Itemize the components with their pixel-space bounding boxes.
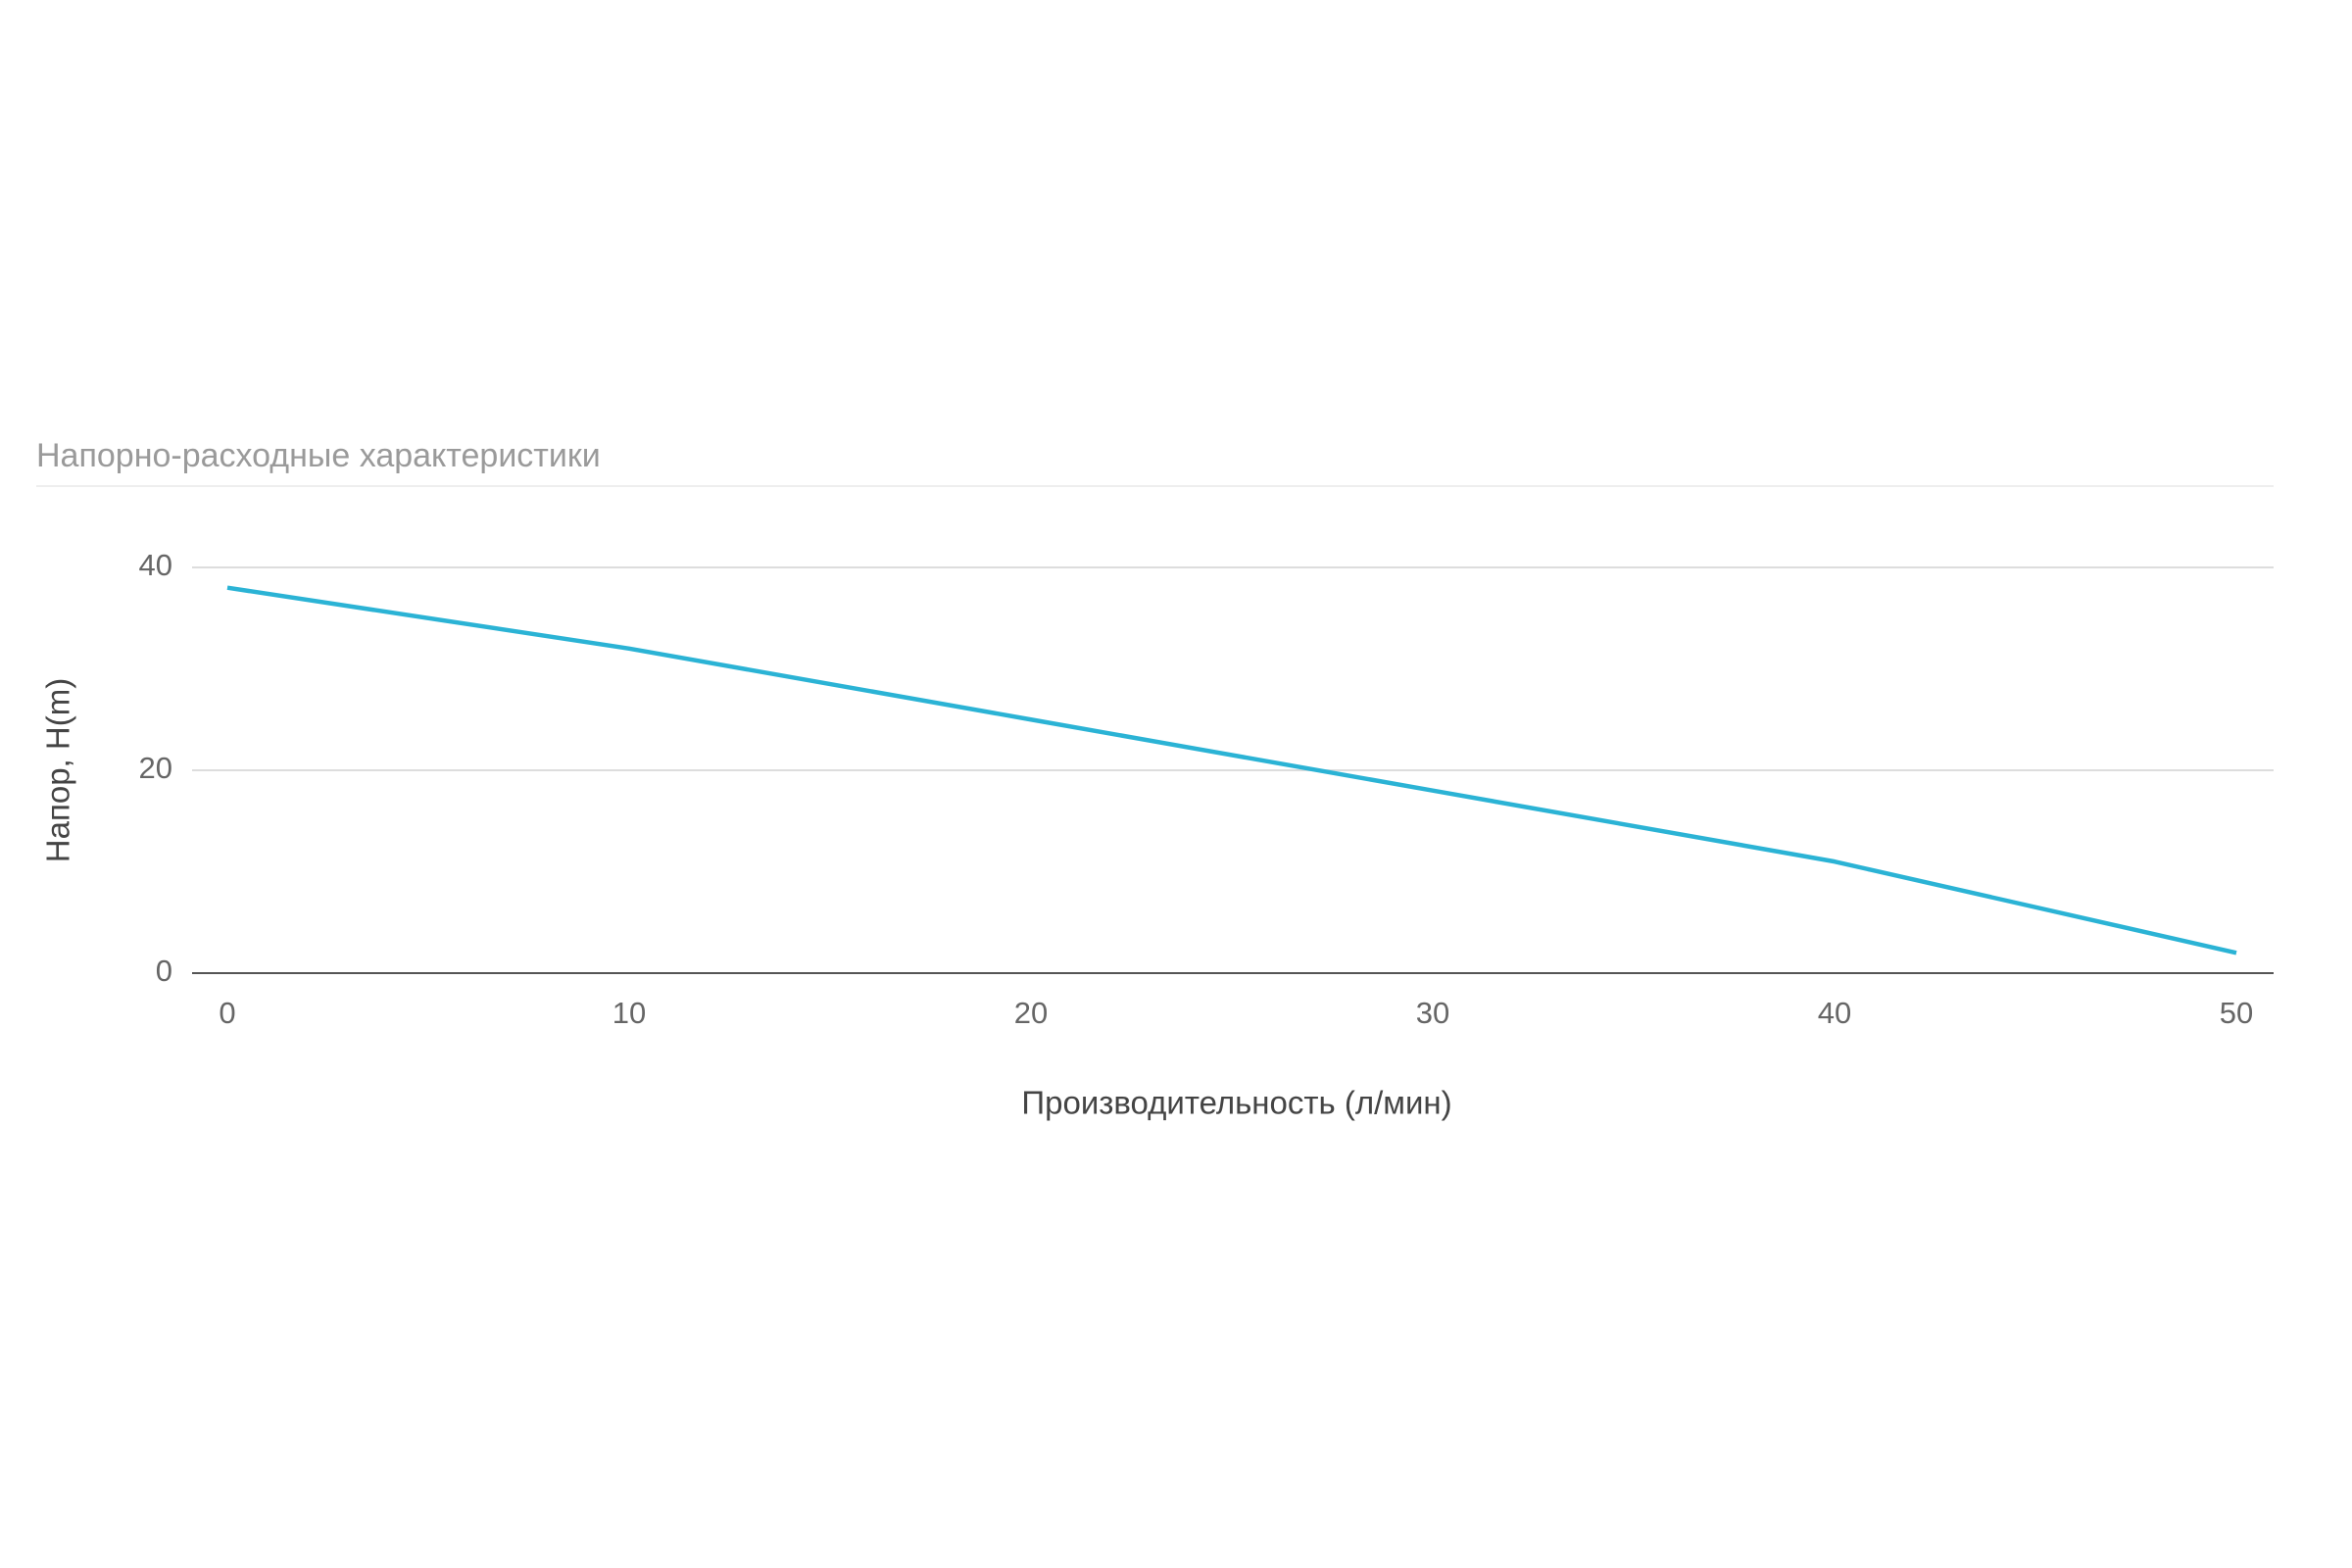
y-tick-label: 20: [139, 751, 172, 785]
x-tick-label: 0: [219, 996, 235, 1030]
y-tick-label: 40: [139, 548, 172, 582]
x-tick-label: 10: [612, 996, 646, 1030]
x-tick-label: 30: [1416, 996, 1449, 1030]
x-tick-label: 50: [2220, 996, 2253, 1030]
y-axis-title: Напор, H(m): [40, 678, 76, 862]
chart-title: Напорно-расходные характеристики: [36, 437, 601, 474]
series-line: [226, 585, 2237, 956]
x-tick-label: 20: [1014, 996, 1048, 1030]
x-axis-title: Производительность (л/мин): [1021, 1085, 1451, 1121]
y-tick-label: 0: [156, 954, 172, 988]
x-tick-label: 40: [1818, 996, 1851, 1030]
